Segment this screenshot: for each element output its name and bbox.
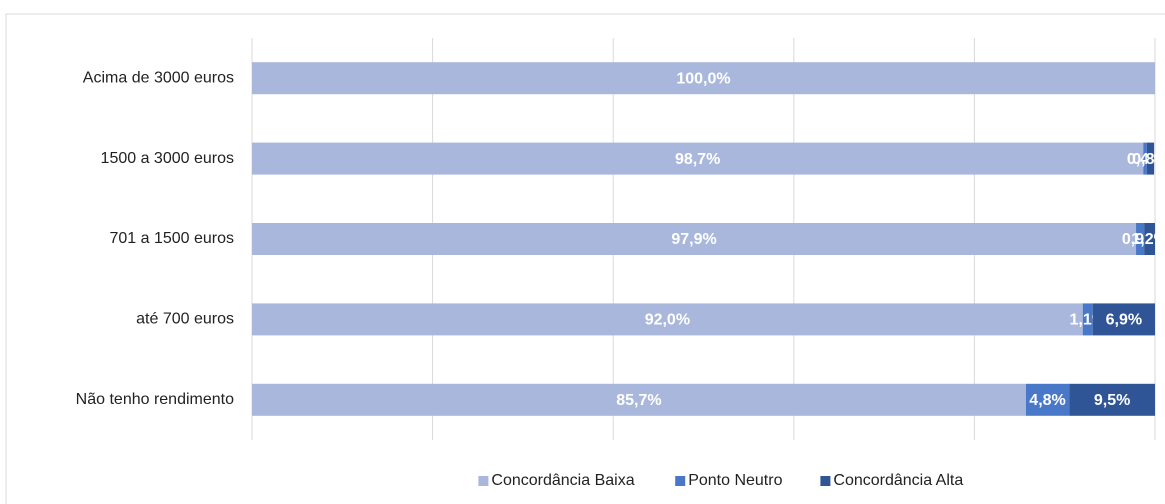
bar-segment	[252, 303, 1083, 336]
y-tick-label: 1500 a 3000 euros	[101, 150, 234, 167]
data-label: 85,7%	[616, 392, 661, 409]
data-label: 4,8%	[1029, 392, 1065, 409]
data-label: 100,0%	[676, 70, 730, 87]
bar-segment	[252, 223, 1137, 255]
bar-segment	[1146, 142, 1155, 175]
data-label: 98,7%	[675, 151, 720, 168]
legend-swatch	[478, 476, 489, 486]
bar-segment	[252, 62, 1155, 95]
data-label: 0,4%	[1127, 151, 1163, 168]
legend-label: Concordância Baixa	[491, 472, 634, 489]
data-label: 6,9%	[1106, 312, 1142, 329]
bar-segment	[1136, 223, 1145, 255]
bar-segment	[252, 383, 1026, 416]
legend-label: Concordância Alta	[833, 472, 963, 489]
bar-segment	[252, 142, 1144, 175]
y-tick-label: Não tenho rendimento	[76, 391, 234, 408]
data-label: 97,9%	[671, 231, 716, 248]
data-label: 9,5%	[1094, 392, 1130, 409]
data-label: 1,2%	[1131, 231, 1165, 248]
legend-label: Ponto Neutro	[688, 472, 782, 489]
legend-swatch	[675, 476, 686, 486]
y-tick-label: 701 a 1500 euros	[109, 230, 234, 247]
bar-segment	[1143, 142, 1147, 175]
y-tick-label: até 700 euros	[136, 311, 234, 328]
chart-border	[5, 13, 1165, 504]
bar-segment	[1092, 303, 1155, 336]
legend-swatch	[820, 476, 831, 486]
bar-segment	[1069, 383, 1155, 416]
y-tick-label: Acima de 3000 euros	[83, 69, 234, 86]
bar-segment	[1082, 303, 1093, 336]
data-label: 0,8%	[1132, 151, 1165, 168]
bar-segment	[1025, 383, 1070, 416]
data-label: 92,0%	[645, 312, 690, 329]
bar-segment	[1144, 223, 1155, 255]
